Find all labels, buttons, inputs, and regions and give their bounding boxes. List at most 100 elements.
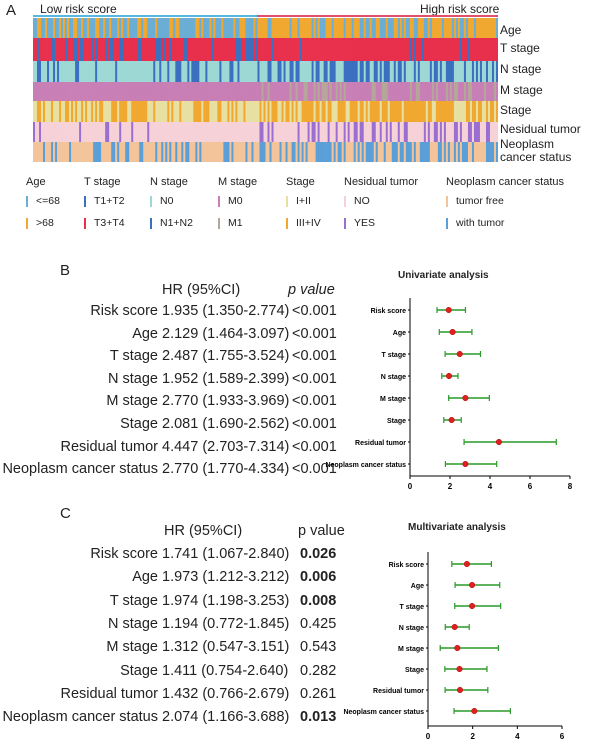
forest-row-label: Neoplasm cancer status xyxy=(325,462,406,469)
table-row-hr: 2.129 (1.464-3.097) xyxy=(162,325,290,342)
b-p-header: p value xyxy=(288,282,335,298)
table-row-hr: 2.770 (1.770-4.334) xyxy=(162,461,290,478)
high-risk-label: High risk score xyxy=(420,2,500,16)
row-label-t-stage: T stage xyxy=(500,41,540,55)
table-row-name: Stage xyxy=(120,416,158,432)
forest-row-label: N stage xyxy=(399,625,424,632)
univariate-forest-plot: 0 2 4 6 8 Risk score Age T stage N stage M stage S… xyxy=(325,298,573,490)
table-row-name: Residual tumor xyxy=(60,438,158,455)
table-row-p: <0.001 xyxy=(292,438,337,455)
table-row-hr: 1.432 (0.766-2.679) xyxy=(162,685,290,702)
legend-swatch xyxy=(150,196,152,207)
row-label-neoplasm: Neoplasm cancer status xyxy=(500,137,572,164)
heatmap-legend: Age <=68 >68 T stage T1+T2 T3+T4 N stage N0 N1+N… xyxy=(0,168,592,238)
forest-point xyxy=(456,686,464,694)
forest-x-tick-label: 4 xyxy=(488,482,493,490)
table-row-hr: 1.974 (1.198-3.253) xyxy=(162,592,290,609)
forest-row-label: M stage xyxy=(398,646,424,653)
forest-row-label: Risk score xyxy=(371,308,407,315)
heatmap-row-6 xyxy=(33,122,498,142)
table-row-name: N stage xyxy=(108,370,158,387)
forest-point xyxy=(463,560,470,568)
forest-row-label: Stage xyxy=(387,418,406,425)
legend-swatch xyxy=(286,196,288,207)
forest-point xyxy=(448,416,455,424)
forest-x-tick-label: 6 xyxy=(528,482,533,490)
table-row-p: <0.001 xyxy=(292,348,337,365)
table-row-hr: 4.447 (2.703-7.314) xyxy=(162,438,290,455)
table-row-name: Residual tumor xyxy=(60,685,158,702)
table-row-hr: 1.194 (0.772-1.845) xyxy=(162,615,290,632)
legend-item-label: T1+T2 xyxy=(94,195,125,207)
legend-swatch xyxy=(446,196,448,207)
forest-row-label: Neoplasm cancer status xyxy=(343,709,424,716)
table-row-name: Neoplasm cancer status xyxy=(2,461,158,478)
table-row-p: 0.543 xyxy=(300,639,337,656)
table-row-hr: 1.741 (1.067-2.840) xyxy=(162,546,290,562)
legend-title-6: Nesidual tumor xyxy=(344,176,418,188)
row-label-age: Age xyxy=(500,23,522,37)
forest-point xyxy=(469,581,476,589)
table-row-hr: 2.770 (1.933-3.969) xyxy=(162,393,290,410)
panel-a-letter: A xyxy=(6,2,17,19)
table-row-name: Risk score xyxy=(90,546,158,562)
table-row-p: <0.001 xyxy=(292,416,337,432)
forest-row-label: Age xyxy=(411,583,424,590)
table-row-p: 0.425 xyxy=(300,615,337,632)
table-row-name: N stage xyxy=(108,615,158,632)
legend-swatch xyxy=(286,218,288,229)
table-row-name: Stage xyxy=(120,662,158,679)
legend-item-label: YES xyxy=(354,217,376,229)
legend-swatch xyxy=(446,218,448,229)
table-row-p: 0.013 xyxy=(300,709,337,726)
table-row-name: T stage xyxy=(109,592,158,609)
legend-title-3: N stage xyxy=(150,176,188,188)
table-row-p: 0.006 xyxy=(300,569,337,586)
table-row-p: 0.026 xyxy=(300,546,337,562)
forest-row-label: M stage xyxy=(380,396,406,403)
b-hr-header: HR (95%CI) xyxy=(162,282,241,298)
legend-title-5: Stage xyxy=(286,176,315,188)
heatmap-row-4 xyxy=(33,82,498,101)
forest-point xyxy=(462,460,469,468)
table-row-name: M stage xyxy=(106,639,158,656)
forest-row-label: Stage xyxy=(405,667,424,674)
high-risk-bar xyxy=(257,15,498,17)
table-row-name: T stage xyxy=(109,348,158,365)
forest-point xyxy=(471,707,478,715)
table-row-name: Age xyxy=(132,569,158,586)
legend-item-label: tumor free xyxy=(456,195,504,207)
legend-swatch xyxy=(218,196,220,207)
table-row-hr: 1.312 (0.547-3.151) xyxy=(162,639,290,656)
legend-item-label: NO xyxy=(354,195,370,207)
table-row-p: <0.001 xyxy=(292,393,337,410)
forest-point xyxy=(449,328,456,336)
c-p-header: p value xyxy=(298,523,345,539)
legend-title-7: Neoplasm cancer status xyxy=(446,176,564,188)
forest-point xyxy=(451,623,458,631)
forest-x-tick-label: 4 xyxy=(515,732,520,740)
legend-swatch xyxy=(344,218,346,229)
table-row-name: Neoplasm cancer status xyxy=(2,709,158,726)
legend-title-1: Age xyxy=(26,176,46,188)
legend-swatch xyxy=(84,218,86,229)
multivariate-forest-plot: 0 2 4 6 Risk score Age T stage N stage M stage St… xyxy=(343,552,565,740)
table-row-p: 0.282 xyxy=(300,662,337,679)
legend-item-label: M1 xyxy=(228,217,243,229)
forest-row-label: T stage xyxy=(399,604,424,611)
table-row-p: <0.001 xyxy=(292,370,337,387)
legend-title-4: M stage xyxy=(218,176,258,188)
table-row-p: 0.008 xyxy=(300,592,337,609)
forest-x-tick-label: 8 xyxy=(568,482,573,490)
forest-row-label: T stage xyxy=(381,352,406,359)
forest-row-label: Residual tumor xyxy=(355,440,406,447)
panel-c-letter: C xyxy=(60,505,71,522)
table-row-hr: 1.411 (0.754-2.640) xyxy=(162,662,289,679)
legend-swatch xyxy=(150,218,152,229)
table-row-hr: 1.935 (1.350-2.774) xyxy=(162,303,290,319)
heatmap-row-7 xyxy=(33,142,498,162)
forest-x-tick-label: 2 xyxy=(470,732,475,740)
table-row-p: 0.261 xyxy=(300,685,337,702)
table-row-p: <0.001 xyxy=(292,325,337,342)
low-risk-label: Low risk score xyxy=(40,2,117,16)
